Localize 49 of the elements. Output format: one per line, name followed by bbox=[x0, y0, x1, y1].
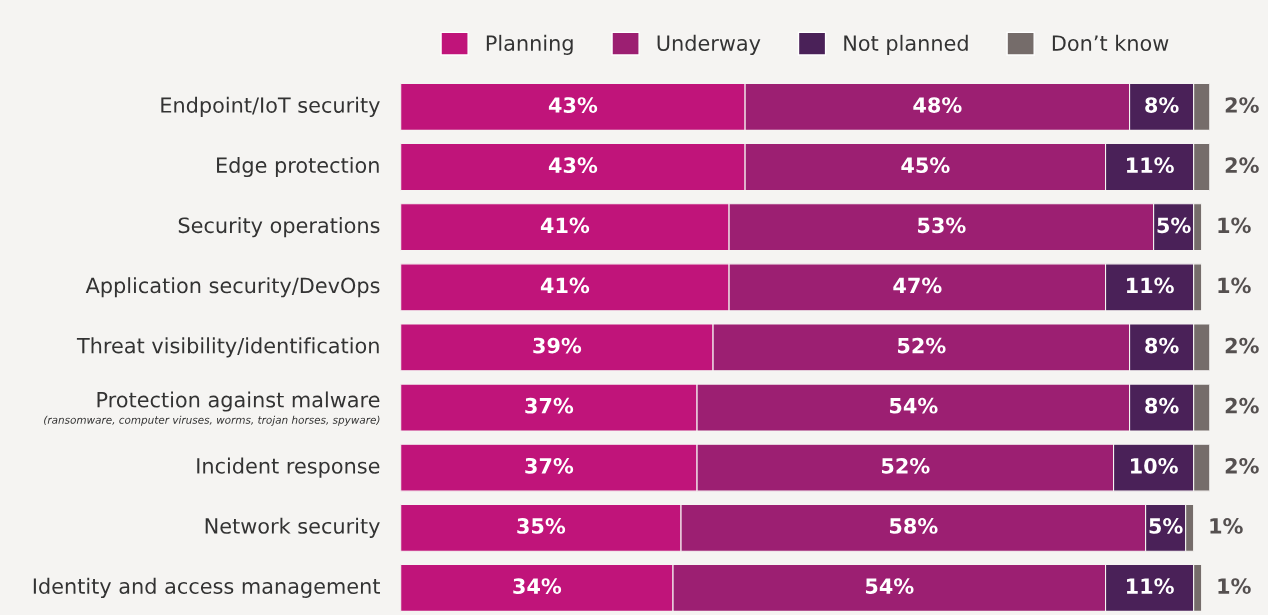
data-label: 54% bbox=[889, 397, 938, 414]
y-tick-label: Security operations bbox=[178, 217, 380, 238]
data-label: 52% bbox=[881, 457, 930, 474]
data-label: 34% bbox=[513, 578, 562, 594]
data-label: 45% bbox=[901, 157, 950, 174]
y-tick-label: Application security/DevOps bbox=[85, 277, 380, 298]
legend-label: Don’t know bbox=[1052, 34, 1169, 51]
data-label: 35% bbox=[517, 518, 566, 534]
data-label: 8% bbox=[1145, 337, 1179, 354]
y-tick-label: Threat visibility/identification bbox=[76, 337, 379, 358]
data-label: 5% bbox=[1149, 518, 1183, 534]
data-label: 37% bbox=[525, 457, 574, 474]
data-label: 8% bbox=[1145, 397, 1179, 414]
data-label: 2% bbox=[1225, 337, 1259, 354]
data-label: 47% bbox=[893, 277, 942, 294]
data-label: 37% bbox=[525, 397, 574, 414]
y-tick-label: Edge protection bbox=[217, 156, 379, 178]
data-label: 2% bbox=[1225, 397, 1259, 414]
data-label: 2% bbox=[1225, 97, 1259, 113]
data-label: 8% bbox=[1145, 97, 1179, 113]
y-tick-label: Identity and access management bbox=[33, 577, 380, 599]
data-label: 1% bbox=[1218, 578, 1251, 594]
data-label: 11% bbox=[1127, 277, 1174, 294]
data-label: 2% bbox=[1225, 457, 1259, 474]
data-label: 1% bbox=[1210, 518, 1243, 534]
data-label: 11% bbox=[1127, 157, 1174, 174]
data-label: 43% bbox=[548, 97, 598, 113]
data-label: 48% bbox=[913, 97, 962, 113]
y-tick-label: Protection against malware (ransomware, computer viruses, worms, trojan horses, spyware) bbox=[44, 391, 380, 426]
data-label: 39% bbox=[533, 337, 582, 354]
data-label: 1% bbox=[1218, 217, 1251, 234]
data-label: 5% bbox=[1157, 217, 1191, 234]
data-label: 41% bbox=[540, 277, 590, 294]
y-tick-label: Endpoint/IoT security bbox=[161, 96, 380, 117]
legend-label: Not planned bbox=[844, 34, 968, 56]
data-label: 43% bbox=[548, 157, 598, 174]
legend-label: Planning bbox=[486, 34, 573, 56]
data-label: 1% bbox=[1218, 277, 1251, 294]
data-label: 10% bbox=[1131, 457, 1178, 474]
y-tick-label: Network security bbox=[205, 517, 380, 538]
data-label: 54% bbox=[865, 578, 914, 594]
data-label: 52% bbox=[898, 337, 946, 354]
data-label: 11% bbox=[1127, 578, 1174, 594]
data-label: 41% bbox=[540, 217, 590, 234]
data-label: 53% bbox=[918, 217, 966, 234]
data-label: 2% bbox=[1225, 157, 1259, 174]
legend-label: Underway bbox=[657, 34, 761, 56]
data-label: 58% bbox=[889, 518, 938, 534]
y-tick-label: Incident response bbox=[197, 457, 380, 478]
